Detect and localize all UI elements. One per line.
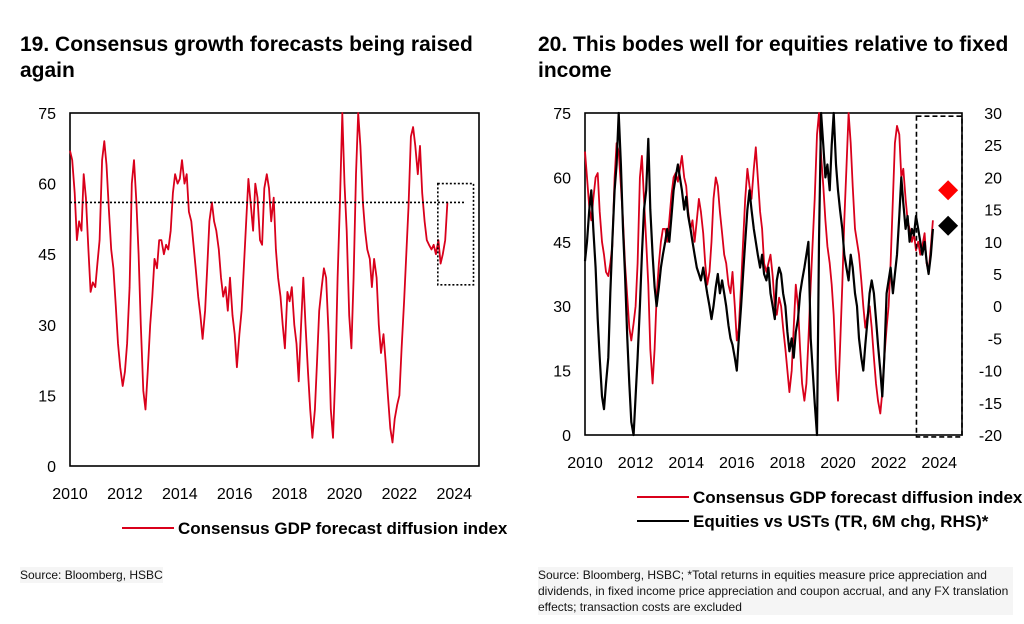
chart-20-y-tick-label: 30 (553, 299, 571, 316)
chart-20-series-line-equities-vs-usts (583, 111, 934, 437)
chart-20-y-tick-label: 0 (562, 428, 571, 445)
chart-20-y-tick-label: 45 (553, 235, 571, 252)
chart-19-y-tick-label: 0 (47, 459, 56, 476)
chart-20-series-line-gdp-diffusion (584, 112, 934, 415)
chart-19-x-tick-label: 2018 (272, 486, 308, 503)
chart-19-x-tick-label: 2020 (327, 486, 363, 503)
chart-20-y2-tick-label: -5 (988, 331, 1002, 348)
chart-20-x-tick-label: 2018 (770, 455, 806, 472)
chart-19-x-tick-label: 2022 (382, 486, 418, 503)
chart-20-x-tick-label: 2016 (719, 455, 755, 472)
chart-20-x-tick-label: 2012 (618, 455, 654, 472)
chart-20-y2-tick-label: -20 (979, 428, 1002, 445)
chart-20-x-tick-label: 2014 (668, 455, 704, 472)
chart-19-x-tick-label: 2012 (107, 486, 143, 503)
chart-20-y-tick-label: 15 (553, 364, 571, 381)
equities-latest-marker (938, 215, 959, 236)
chart-20-legend-label: Consensus GDP forecast diffusion index (693, 488, 1023, 507)
chart-20-y2-tick-label: -15 (979, 396, 1002, 413)
chart-20-x-tick-label: 2024 (921, 455, 957, 472)
chart-19-legend-label: Consensus GDP forecast diffusion index (178, 519, 508, 538)
chart-20-x-tick-label: 2010 (567, 455, 603, 472)
chart-20-legend-label: Equities vs USTs (TR, 6M chg, RHS)* (693, 512, 989, 531)
chart-19-x-tick-label: 2016 (217, 486, 253, 503)
chart-19-y-tick-label: 30 (38, 318, 56, 335)
chart-20-y-tick-label: 75 (553, 106, 571, 123)
chart-20-x-tick-label: 2020 (820, 455, 856, 472)
chart-20-source: Source: Bloomberg, HSBC; *Total returns … (538, 567, 1013, 615)
chart-19-title: 19. Consensus growth forecasts being rai… (20, 33, 473, 82)
chart-20-highlight-box (915, 115, 963, 438)
chart-19-y-tick-label: 15 (38, 388, 56, 405)
chart-20-y2-tick-label: 10 (984, 235, 1002, 252)
chart-20-y2-tick-label: 15 (984, 203, 1002, 220)
chart-20-title: 20. This bodes well for equities relativ… (538, 33, 1009, 82)
chart-19-plot-frame (69, 112, 480, 467)
chart-20-x-tick-label: 2022 (871, 455, 907, 472)
chart-20-y2-tick-label: 25 (984, 138, 1002, 155)
gdp-latest-marker (938, 180, 959, 201)
chart-19-y-tick-label: 75 (38, 106, 56, 123)
chart-19-series-line-gdp-diffusion (69, 112, 449, 444)
chart-20-y2-tick-label: 0 (993, 299, 1002, 316)
chart-19-y-tick-label: 45 (38, 247, 56, 264)
chart-20-y2-tick-label: 30 (984, 106, 1002, 123)
chart-19-x-tick-label: 2010 (52, 486, 88, 503)
chart-20-y-tick-label: 60 (553, 170, 571, 187)
chart-19-y-tick-label: 60 (38, 177, 56, 194)
chart-20-y2-tick-label: 5 (993, 267, 1002, 284)
chart-19-x-tick-label: 2014 (162, 486, 198, 503)
chart-20-y2-tick-label: 20 (984, 170, 1002, 187)
chart-19-highlight-box (437, 182, 475, 286)
chart-19-source: Source: Bloomberg, HSBC (20, 567, 163, 583)
chart-19-x-tick-label: 2024 (436, 486, 472, 503)
chart-20-y2-tick-label: -10 (979, 364, 1002, 381)
